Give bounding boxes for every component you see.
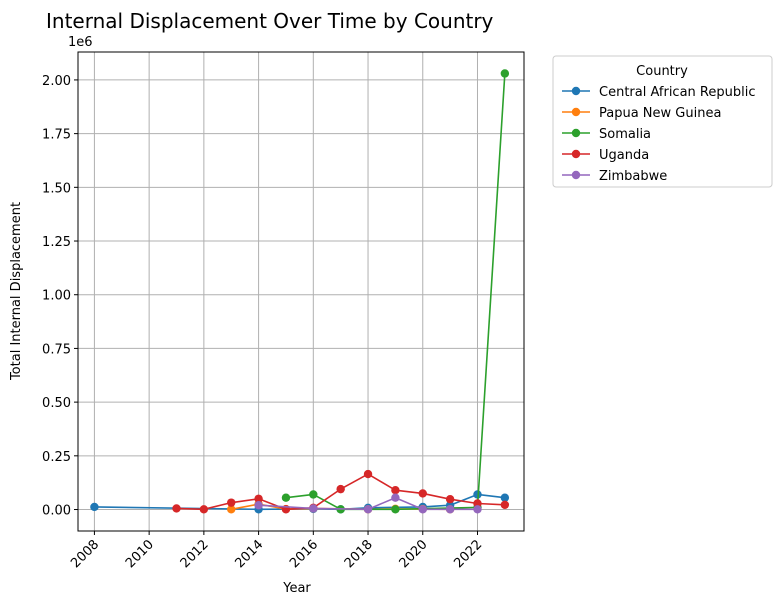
y-tick-label: 1.25	[42, 235, 71, 250]
legend-swatch-marker	[571, 170, 581, 180]
x-tick-label: 2008	[68, 537, 102, 571]
data-point	[473, 499, 482, 508]
data-point	[473, 490, 482, 499]
data-point	[363, 505, 373, 514]
y-tick-label: 0.00	[42, 504, 71, 519]
y-tick-label: 1.00	[42, 289, 71, 304]
y-axis-label: Total Internal Displacement	[9, 202, 24, 381]
chart-title: Internal Displacement Over Time by Count…	[46, 9, 494, 33]
data-point	[199, 505, 209, 514]
x-tick-label: 2020	[397, 537, 431, 571]
legend-label: Uganda	[599, 148, 649, 163]
data-point	[227, 498, 236, 507]
data-point	[172, 504, 181, 513]
x-tick-label: 2014	[232, 537, 266, 571]
legend-entry: Somalia	[562, 127, 651, 142]
data-point	[500, 493, 510, 502]
data-point	[500, 69, 510, 78]
data-point	[254, 501, 263, 510]
data-point	[254, 494, 263, 503]
data-point	[445, 505, 455, 514]
series-zimbabwe	[254, 493, 482, 514]
y-offset-label: 1e6	[68, 35, 93, 50]
legend-entry: Papua New Guinea	[562, 106, 721, 121]
legend-label: Zimbabwe	[599, 169, 667, 184]
grid	[78, 52, 524, 531]
data-point	[336, 484, 345, 494]
y-tick-label: 0.75	[42, 342, 71, 357]
data-point	[309, 504, 318, 513]
legend-frame	[552, 55, 773, 188]
y-tick-label: 0.25	[42, 450, 71, 465]
x-axis: 2008 2010 2012 2014 2016 2018 2020 2022	[68, 531, 485, 571]
y-tick-label: 1.75	[42, 128, 71, 143]
data-point	[418, 505, 427, 514]
y-tick-label: 0.50	[42, 396, 71, 411]
legend-items: Central African Republic Papua New Guinea…	[562, 85, 755, 184]
x-tick-label: 2022	[451, 537, 485, 571]
data-point	[309, 490, 318, 499]
data-point	[418, 489, 427, 498]
data-point	[500, 500, 510, 509]
series-layer	[90, 69, 510, 514]
y-tick-label: 1.50	[42, 181, 71, 196]
legend-label: Central African Republic	[599, 85, 755, 100]
legend-swatch-marker	[571, 86, 581, 96]
plot-area	[77, 51, 525, 532]
x-tick-label: 2010	[123, 537, 157, 571]
legend-title: Country	[636, 64, 688, 79]
data-point	[363, 469, 373, 479]
legend-label: Papua New Guinea	[599, 106, 721, 121]
x-tick-label: 2012	[178, 537, 212, 571]
plot-frame	[77, 51, 525, 532]
legend-swatch-marker	[571, 149, 581, 159]
legend-entry: Uganda	[562, 148, 649, 163]
y-axis: 0.00 0.25 0.50 0.75 1.00 1.25 1.50 1.75 2.00	[42, 74, 78, 519]
y-tick-label: 2.00	[42, 74, 71, 89]
data-point	[391, 485, 400, 495]
legend-swatch-marker	[571, 107, 581, 117]
data-point	[445, 495, 455, 504]
series-line	[285, 73, 506, 511]
legend-swatch-marker	[571, 128, 581, 138]
legend-entry: Zimbabwe	[562, 169, 667, 184]
data-point	[90, 502, 99, 512]
data-point	[391, 493, 400, 502]
x-tick-label: 2016	[287, 537, 321, 571]
data-point	[281, 493, 291, 502]
x-tick-label: 2018	[342, 537, 376, 571]
legend-entry: Central African Republic	[562, 85, 755, 100]
data-point	[391, 505, 400, 514]
legend: Country Central African Republic Papua Ne…	[552, 55, 773, 188]
legend-label: Somalia	[599, 127, 651, 142]
series-somalia	[281, 69, 510, 514]
data-point	[227, 505, 236, 514]
x-axis-label: Year	[282, 581, 311, 596]
data-point	[473, 505, 482, 514]
